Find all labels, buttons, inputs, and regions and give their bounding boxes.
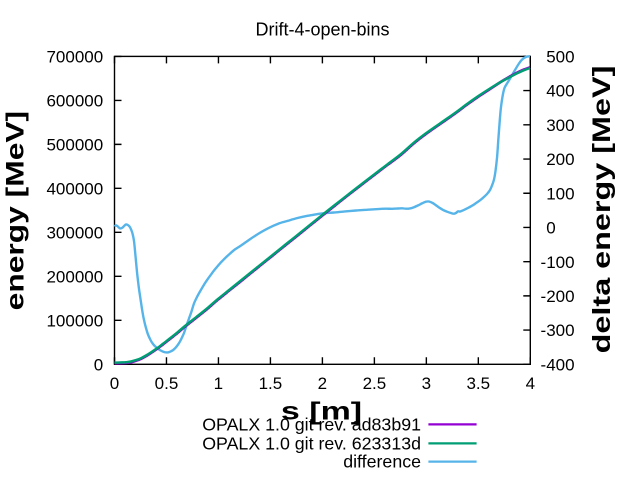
svg-text:400000: 400000 bbox=[46, 180, 103, 199]
svg-text:700000: 700000 bbox=[46, 48, 103, 67]
svg-text:0: 0 bbox=[94, 355, 103, 374]
svg-text:energy [MeV]: energy [MeV] bbox=[2, 111, 30, 310]
svg-text:OPALX 1.0 git rev. 623313d: OPALX 1.0 git rev. 623313d bbox=[202, 433, 421, 453]
svg-text:1.5: 1.5 bbox=[259, 374, 283, 393]
svg-text:100: 100 bbox=[546, 184, 574, 203]
svg-text:400: 400 bbox=[546, 82, 574, 101]
svg-text:0: 0 bbox=[110, 374, 119, 393]
svg-text:s [m]: s [m] bbox=[281, 398, 362, 426]
svg-text:300: 300 bbox=[546, 116, 574, 135]
svg-text:200: 200 bbox=[546, 150, 574, 169]
svg-text:2.5: 2.5 bbox=[363, 374, 387, 393]
svg-text:500000: 500000 bbox=[46, 136, 103, 155]
svg-text:2: 2 bbox=[318, 374, 327, 393]
svg-text:500: 500 bbox=[546, 48, 574, 67]
svg-text:600000: 600000 bbox=[46, 92, 103, 111]
svg-text:200000: 200000 bbox=[46, 267, 103, 286]
svg-text:0.5: 0.5 bbox=[155, 374, 179, 393]
svg-text:3.5: 3.5 bbox=[466, 374, 490, 393]
svg-text:300000: 300000 bbox=[46, 223, 103, 242]
svg-text:-400: -400 bbox=[541, 355, 575, 374]
svg-text:-300: -300 bbox=[541, 321, 575, 340]
svg-text:OPALX 1.0 git rev. ad83b91: OPALX 1.0 git rev. ad83b91 bbox=[202, 414, 421, 434]
svg-text:3: 3 bbox=[422, 374, 431, 393]
svg-text:delta energy [MeV]: delta energy [MeV] bbox=[588, 66, 616, 354]
svg-text:0: 0 bbox=[546, 219, 555, 238]
svg-text:4: 4 bbox=[526, 374, 535, 393]
svg-text:100000: 100000 bbox=[46, 311, 103, 330]
svg-text:difference: difference bbox=[343, 452, 421, 472]
svg-text:-100: -100 bbox=[541, 253, 575, 272]
svg-text:1: 1 bbox=[214, 374, 223, 393]
svg-text:Drift-4-open-bins: Drift-4-open-bins bbox=[255, 19, 389, 39]
svg-text:-200: -200 bbox=[541, 287, 575, 306]
